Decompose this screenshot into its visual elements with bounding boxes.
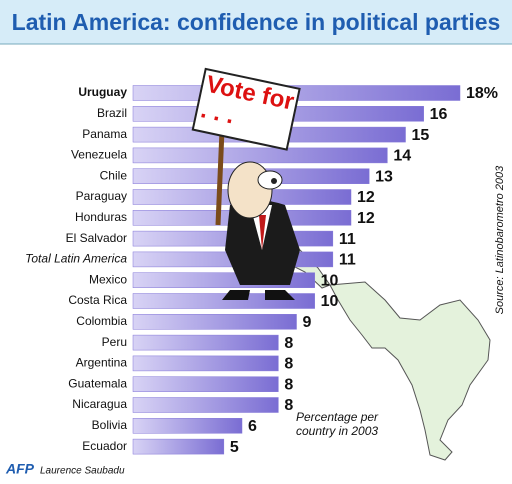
value-label: 14 bbox=[393, 148, 411, 165]
value-label: 10 bbox=[321, 293, 339, 310]
map bbox=[329, 281, 491, 461]
value-label: 13 bbox=[375, 168, 393, 185]
bar bbox=[132, 147, 388, 164]
bar bbox=[132, 355, 279, 372]
bar bbox=[132, 397, 279, 413]
category-label: Venezuela bbox=[71, 148, 127, 162]
cartoon: Vote for . . . bbox=[191, 67, 301, 300]
value-label: 8 bbox=[284, 335, 293, 352]
value-label: 10 bbox=[321, 272, 339, 289]
value-label: 15 bbox=[412, 127, 430, 144]
category-label: Chile bbox=[100, 168, 128, 182]
category-label: Colombia bbox=[76, 314, 127, 328]
bar bbox=[132, 376, 279, 392]
value-label: 8 bbox=[284, 397, 293, 414]
value-label: 8 bbox=[284, 356, 293, 373]
category-label: Guatemala bbox=[68, 376, 127, 390]
author: Laurence Saubadu bbox=[40, 466, 125, 477]
category-label: Peru bbox=[102, 335, 127, 349]
value-label: 12 bbox=[357, 189, 375, 206]
chart-title: Latin America: confidence in political p… bbox=[12, 9, 501, 35]
value-label: 8 bbox=[284, 376, 293, 393]
category-label: Argentina bbox=[76, 356, 128, 370]
bar bbox=[132, 314, 297, 330]
value-label: 12 bbox=[357, 210, 375, 227]
title-band bbox=[0, 0, 512, 44]
category-label: Brazil bbox=[97, 106, 127, 120]
note-box: Percentage per country in 2003 bbox=[296, 410, 379, 438]
value-label: 11 bbox=[339, 252, 356, 269]
category-label: El Salvador bbox=[66, 231, 127, 245]
note: Percentage per country in 2003 bbox=[296, 410, 379, 438]
category-label: Panama bbox=[82, 127, 127, 141]
value-label: 11 bbox=[339, 231, 356, 248]
category-label: Nicaragua bbox=[72, 397, 127, 411]
value-label: 9 bbox=[303, 314, 312, 331]
value-label: 16 bbox=[430, 106, 448, 123]
category-label: Honduras bbox=[75, 210, 127, 224]
category-label: Ecuador bbox=[82, 439, 127, 453]
bar bbox=[132, 438, 225, 455]
category-label: Paraguay bbox=[76, 189, 127, 203]
value-label: 6 bbox=[248, 418, 257, 435]
sign-text: Vote for . . . bbox=[198, 71, 297, 130]
value-label: 5 bbox=[230, 439, 239, 456]
category-label: Uruguay bbox=[78, 85, 127, 99]
source: Source: Latinobarometro 2003 bbox=[494, 165, 506, 314]
bar bbox=[132, 334, 279, 351]
bar bbox=[132, 418, 243, 434]
category-label: Total Latin America bbox=[25, 252, 127, 266]
category-label: Mexico bbox=[89, 272, 127, 286]
category-label: Costa Rica bbox=[68, 293, 127, 307]
agency: AFP bbox=[5, 461, 35, 477]
value-label: 18% bbox=[466, 85, 498, 102]
category-label: Bolivia bbox=[92, 418, 128, 432]
